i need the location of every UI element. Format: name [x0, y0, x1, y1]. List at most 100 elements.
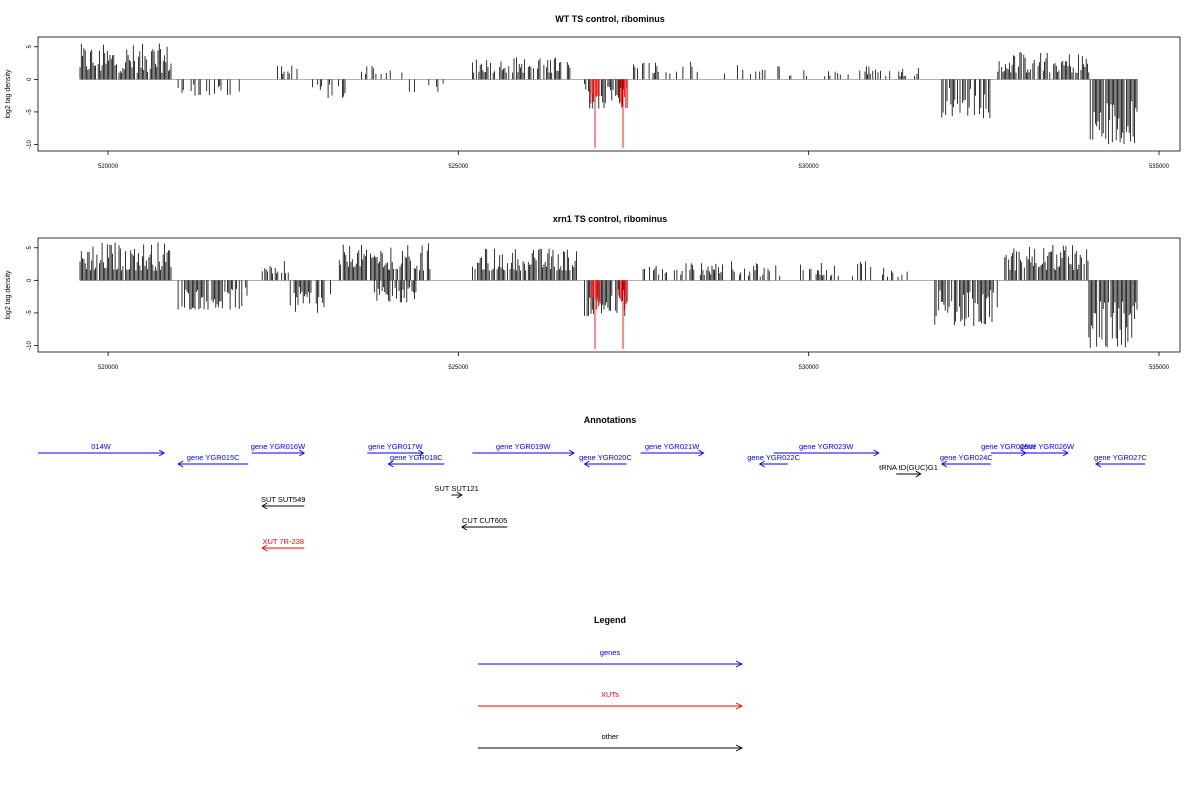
feature-label: gene YGR015C — [187, 453, 240, 462]
x-tick-label: 530000 — [799, 164, 820, 170]
wt-x-axis: 520000 525000 530000 535000 — [98, 151, 1170, 170]
feature-label: CUT CUT605 — [462, 516, 507, 525]
feature-arrowhead — [758, 460, 765, 468]
annotation-feature: gene YGR024C — [940, 453, 993, 468]
y-tick-label: -10 — [27, 139, 33, 148]
feature-label: SUT SUT121 — [434, 484, 478, 493]
annotation-feature: SUT SUT121 — [434, 484, 479, 499]
feature-arrowhead — [1062, 449, 1069, 457]
feature-arrowhead — [698, 449, 705, 457]
feature-arrowhead — [568, 449, 575, 457]
xrn1-y-axis: -10 -5 0 5 — [27, 245, 38, 350]
legend-arrowhead — [735, 744, 744, 752]
annotation-feature: gene YGR023W — [773, 442, 880, 457]
feature-arrowhead — [299, 449, 306, 457]
feature-label: gene YGR026W — [1020, 442, 1075, 451]
x-tick-label: 525000 — [448, 365, 469, 371]
feature-label: XUT 7R-238 — [262, 537, 304, 546]
feature-arrowhead — [261, 544, 268, 552]
wt-coverage-panel: WT TS control, ribominus 520000 525000 530… — [5, 14, 1181, 170]
y-tick-label: 0 — [27, 278, 33, 282]
feature-arrowhead — [456, 491, 463, 499]
wt-y-axis-label: log2 tag density — [5, 69, 12, 119]
feature-label: 014W — [91, 442, 112, 451]
xrn1-x-axis: 520000 525000 530000 535000 — [98, 352, 1170, 371]
wt-panel-title: WT TS control, ribominus — [555, 14, 665, 24]
annotation-feature: gene YGR026W — [1020, 442, 1075, 457]
legend: Legend genes XUTs other — [478, 615, 744, 752]
xrn1-coverage-bars — [79, 242, 1138, 349]
annotation-feature: gene YGR016W — [251, 442, 306, 457]
annotation-feature: tRNA tD(GUC)G1 — [879, 463, 938, 478]
annotation-feature: gene YGR015C — [177, 453, 249, 468]
annotation-feature: gene YGR018C — [387, 453, 445, 468]
feature-label: gene YGR023W — [799, 442, 854, 451]
feature-label: SUT SUT549 — [261, 495, 305, 504]
y-tick-label: 5 — [27, 44, 33, 48]
feature-arrowhead — [177, 460, 184, 468]
annotation-feature: gene YGR017W — [367, 442, 425, 457]
feature-label: gene YGR020C — [579, 453, 632, 462]
x-tick-label: 520000 — [98, 164, 119, 170]
legend-item: other — [478, 732, 744, 752]
feature-label: gene YGR024C — [940, 453, 993, 462]
feature-label: gene YGR019W — [496, 442, 551, 451]
legend-label: genes — [600, 648, 621, 657]
xrn1-y-axis-label: log2 tag density — [5, 270, 12, 320]
feature-arrowhead — [1095, 460, 1102, 468]
feature-label: tRNA tD(GUC)G1 — [879, 463, 938, 472]
x-tick-label: 520000 — [98, 365, 119, 371]
feature-label: gene YGR025W — [981, 442, 1036, 451]
x-tick-label: 535000 — [1149, 365, 1170, 371]
annotation-feature: SUT SUT549 — [261, 495, 305, 510]
legend-arrowhead — [735, 660, 744, 668]
annotation-feature: gene YGR027C — [1094, 453, 1147, 468]
wt-coverage-bars — [79, 43, 1138, 145]
feature-arrowhead — [418, 449, 425, 457]
annotation-feature: gene YGR021W — [640, 442, 705, 457]
annotation-feature: 014W — [38, 442, 165, 457]
y-tick-label: -5 — [27, 109, 33, 115]
feature-arrowhead — [873, 449, 880, 457]
y-tick-label: -5 — [27, 310, 33, 316]
xrn1-plot-frame — [37, 237, 1181, 353]
xrn1-highlight-bars — [590, 280, 628, 349]
xrn1-panel-title: xrn1 TS control, ribominus — [553, 214, 668, 224]
legend-item: XUTs — [478, 690, 744, 710]
feature-arrowhead — [261, 502, 268, 510]
annotation-feature: gene YGR019W — [472, 442, 575, 457]
x-tick-label: 535000 — [1149, 164, 1170, 170]
legend-item: genes — [478, 648, 744, 668]
wt-y-axis: -10 -5 0 5 — [27, 44, 38, 149]
legend-label: XUTs — [601, 690, 619, 699]
wt-plot-frame — [37, 36, 1181, 152]
feature-label: gene YGR017W — [368, 442, 423, 451]
y-tick-label: -10 — [27, 340, 33, 349]
feature-label: gene YGR016W — [251, 442, 306, 451]
feature-arrowhead — [583, 460, 590, 468]
x-tick-label: 530000 — [799, 365, 820, 371]
feature-label: gene YGR018C — [390, 453, 443, 462]
feature-arrowhead — [460, 523, 468, 531]
legend-title: Legend — [594, 615, 626, 625]
annotation-feature: gene YGR022C — [747, 453, 801, 468]
feature-arrowhead — [915, 470, 922, 478]
feature-label: gene YGR021W — [645, 442, 700, 451]
legend-label: other — [601, 732, 619, 741]
y-tick-label: 5 — [27, 245, 33, 249]
xrn1-coverage-panel: xrn1 TS control, ribominus 520000 525000 5… — [5, 214, 1181, 371]
feature-arrowhead — [158, 449, 165, 457]
feature-arrowhead — [940, 460, 948, 468]
annotation-feature: gene YGR020C — [579, 453, 632, 468]
annotation-feature: CUT CUT605 — [460, 516, 508, 531]
annotation-track: Annotations 014W gene YGR015C gene YGR016W… — [38, 415, 1147, 552]
feature-arrowhead — [387, 460, 394, 468]
x-tick-label: 525000 — [448, 164, 469, 170]
wt-highlight-bars — [590, 79, 628, 148]
annotation-feature: XUT 7R-238 — [261, 537, 305, 552]
legend-arrowhead — [735, 702, 744, 710]
feature-label: gene YGR022C — [747, 453, 800, 462]
annotations-title: Annotations — [584, 415, 637, 425]
y-tick-label: 0 — [27, 77, 33, 81]
